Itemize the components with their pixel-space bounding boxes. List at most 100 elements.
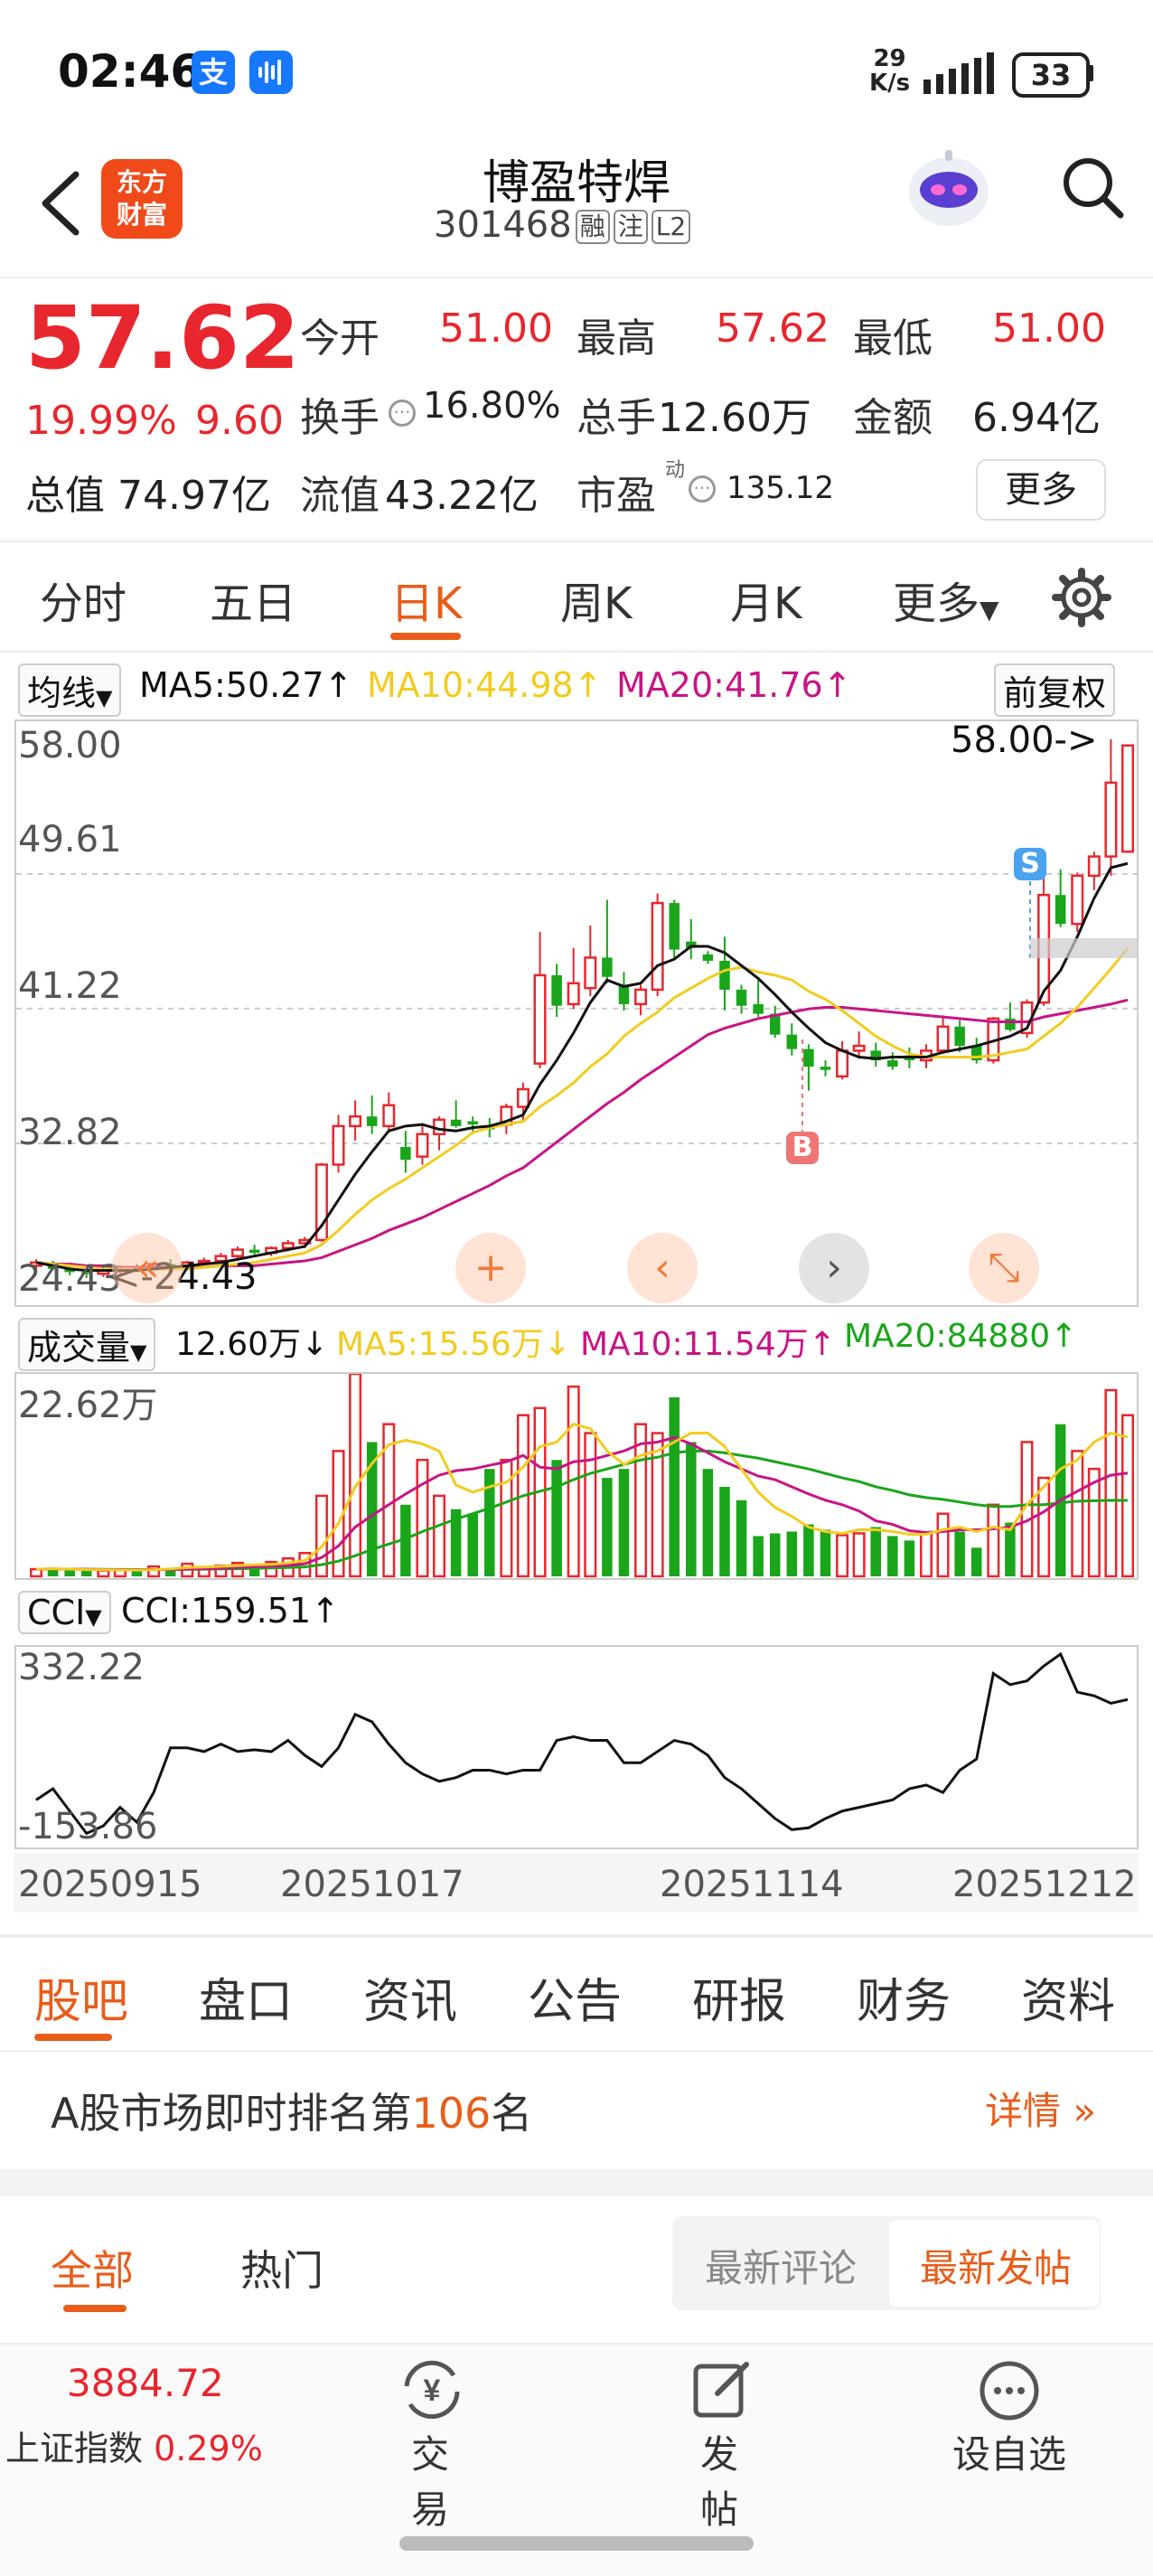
scroll-left-fast-button[interactable]: «: [112, 1233, 183, 1303]
buy-marker[interactable]: B: [786, 1132, 819, 1164]
candle-body: [467, 1121, 478, 1125]
trade-yen-icon[interactable]: ¥: [398, 2359, 466, 2419]
pe-dynamic-sup: 动: [665, 459, 686, 482]
battery-tip: [1088, 65, 1093, 81]
filter-all[interactable]: 全部: [51, 2246, 134, 2295]
tab-research[interactable]: 研报: [692, 1975, 787, 2029]
cci-axis-max: 332.22: [18, 1647, 145, 1688]
volume-bar: [719, 1486, 730, 1576]
fullscreen-button[interactable]: ⤡: [969, 1233, 1039, 1303]
home-indicator[interactable]: [399, 2536, 754, 2551]
adjust-selector[interactable]: 前复权: [994, 663, 1116, 717]
logo-text-top: 东方: [116, 167, 167, 197]
volume-selector[interactable]: 成交量▼: [18, 1318, 156, 1371]
candle-body: [450, 1119, 462, 1126]
scroll-right-button[interactable]: ›: [799, 1233, 869, 1303]
date-label-1: 20250915: [18, 1864, 202, 1905]
volume-bar: [1104, 1388, 1118, 1578]
volume-bar: [433, 1494, 446, 1578]
tab-intraday[interactable]: 分时: [40, 578, 127, 629]
search-icon[interactable]: [1057, 152, 1128, 222]
candle-body: [516, 1087, 530, 1108]
assistant-robot-icon[interactable]: [904, 143, 994, 233]
volume-bar: [686, 1442, 697, 1576]
level2-tag: L2: [651, 210, 691, 244]
candle-body: [281, 1242, 295, 1250]
candle-body: [416, 1133, 429, 1158]
candle-body: [1120, 744, 1135, 853]
low-label: 最低: [853, 315, 933, 362]
open-label: 今开: [300, 315, 380, 362]
more-quote-button[interactable]: 更多: [976, 459, 1106, 521]
nav-post-label[interactable]: 发帖: [699, 2432, 738, 2532]
volume-bar: [803, 1524, 814, 1576]
ma20-arrow: ↑: [822, 665, 852, 705]
index-row[interactable]: 上证指数 0.29%: [5, 2421, 263, 2470]
ma10-line: [35, 947, 1130, 1271]
tab-guba[interactable]: 股吧: [34, 1975, 129, 2029]
cci-line: [35, 1651, 1129, 1836]
pe-info-icon[interactable]: ···: [689, 475, 716, 503]
watchlist-more-icon[interactable]: [978, 2359, 1041, 2422]
ma-selector[interactable]: 均线▼: [18, 663, 122, 717]
sort-latest-comment[interactable]: 最新评论: [705, 2246, 858, 2290]
signal-icon: [923, 52, 994, 94]
info-icon[interactable]: ···: [389, 400, 416, 427]
candle-body: [954, 1026, 965, 1047]
tab-profile[interactable]: 资料: [1021, 1975, 1116, 2029]
status-time: 02:46: [58, 45, 202, 98]
tab-announcements[interactable]: 公告: [528, 1975, 623, 2029]
volume-chart-frame[interactable]: [14, 1372, 1139, 1580]
sell-marker[interactable]: S: [1014, 848, 1046, 880]
tab-finance[interactable]: 财务: [857, 1975, 951, 2029]
tab-daily-k[interactable]: 日K: [390, 578, 463, 629]
volume-bar: [753, 1536, 764, 1576]
ma20-value: MA20:41.76↑: [616, 665, 852, 705]
tab-five-day[interactable]: 五日: [210, 578, 297, 629]
tab-more[interactable]: 更多▼: [893, 568, 999, 631]
volume-text: 12.60万: [175, 1326, 302, 1363]
settings-gear-icon[interactable]: [1052, 568, 1111, 627]
volume-bar: [651, 1432, 664, 1578]
volume-bar: [1071, 1450, 1084, 1578]
nav-trade-label[interactable]: 交易: [410, 2432, 449, 2532]
candle-body: [231, 1248, 245, 1257]
filter-hot[interactable]: 热门: [240, 2246, 323, 2295]
candle-body: [400, 1146, 411, 1161]
candle-body: [618, 984, 630, 1004]
price-chart-frame[interactable]: [14, 719, 1139, 1307]
tab-order-book[interactable]: 盘口: [199, 1975, 294, 2029]
sort-latest-post[interactable]: 最新发帖: [920, 2246, 1073, 2290]
date-label-4: 20251212: [952, 1864, 1137, 1905]
amount-value: 6.94亿: [972, 395, 1101, 441]
volume-label: 总手: [576, 395, 656, 441]
logo-text-bottom: 财富: [116, 200, 167, 230]
high-label: 最高: [576, 315, 656, 362]
volume-bar: [702, 1469, 714, 1576]
post-edit-icon[interactable]: [690, 2357, 754, 2421]
change-amount: 9.60: [195, 398, 284, 444]
zoom-in-button[interactable]: +: [455, 1233, 526, 1303]
candle-body: [936, 1025, 950, 1052]
market-cap-value: 74.97亿: [117, 473, 271, 519]
index-value[interactable]: 3884.72: [67, 2361, 224, 2405]
volume-bar: [80, 1571, 92, 1576]
tab-monthly-k[interactable]: 月K: [730, 578, 802, 629]
volume-bar: [164, 1568, 176, 1576]
volume-bar: [820, 1529, 831, 1576]
tab-weekly-k[interactable]: 周K: [560, 578, 633, 629]
market-cap: 总值 74.97亿: [25, 463, 271, 521]
volume-bar: [954, 1531, 965, 1576]
back-icon[interactable]: [34, 167, 89, 240]
candle-body: [769, 1013, 781, 1035]
nav-watchlist-label[interactable]: 设自选: [952, 2432, 1067, 2477]
candle-body: [349, 1114, 362, 1128]
cci-chart-frame[interactable]: [14, 1645, 1139, 1849]
rank-suffix: 名: [491, 2089, 533, 2138]
volume-bar: [416, 1459, 429, 1578]
tab-news[interactable]: 资讯: [363, 1975, 458, 2029]
cci-selector[interactable]: CCI▼: [18, 1591, 111, 1634]
scroll-left-button[interactable]: ‹: [627, 1233, 698, 1303]
rank-detail-link[interactable]: 详情 »: [985, 2081, 1096, 2136]
